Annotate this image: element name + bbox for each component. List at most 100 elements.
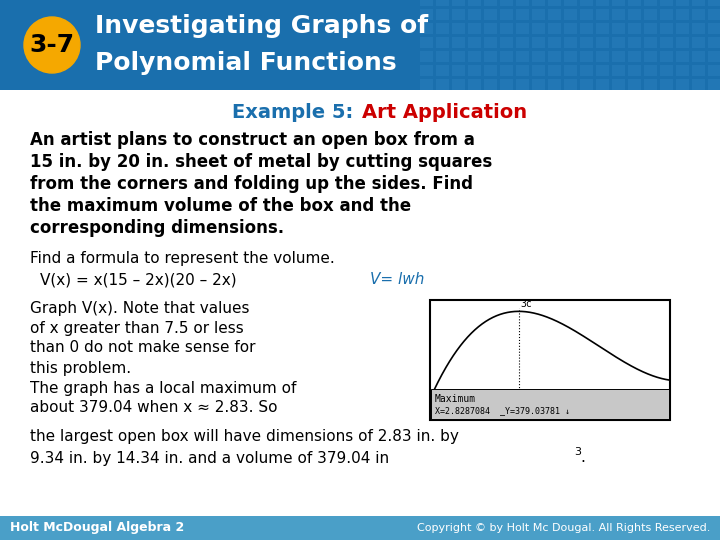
Bar [676,0,689,6]
Text: Holt McDougal Algebra 2: Holt McDougal Algebra 2 [10,522,184,535]
Bar [596,9,609,20]
Bar [628,0,641,6]
Bar [436,65,449,76]
Bar [420,37,433,48]
Bar [596,23,609,34]
Bar [532,79,545,90]
Bar [516,65,529,76]
Bar [692,23,705,34]
Bar [564,65,577,76]
Bar [628,51,641,62]
Bar [500,37,513,48]
Bar [436,51,449,62]
Bar [660,79,673,90]
Bar [452,65,465,76]
Bar [484,9,497,20]
Text: corresponding dimensions.: corresponding dimensions. [30,219,284,237]
Bar [468,65,481,76]
Bar [500,23,513,34]
Bar [484,0,497,6]
Bar [452,37,465,48]
Text: than 0 do not make sense for: than 0 do not make sense for [30,341,256,355]
Bar [660,37,673,48]
Text: V= lwh: V= lwh [370,273,424,287]
Bar [676,51,689,62]
Text: the largest open box will have dimensions of 2.83 in. by: the largest open box will have dimension… [30,429,459,443]
Bar [660,51,673,62]
Bar [436,23,449,34]
Bar [420,65,433,76]
Bar [676,65,689,76]
Bar [516,37,529,48]
Bar [708,79,720,90]
Bar [468,0,481,6]
Bar [516,9,529,20]
Bar [676,23,689,34]
Bar [468,79,481,90]
Bar [692,65,705,76]
Bar [420,0,433,6]
Bar [612,51,625,62]
Bar [500,65,513,76]
Bar [500,0,513,6]
Bar [564,79,577,90]
Bar [708,51,720,62]
Text: Graph V(x). Note that values: Graph V(x). Note that values [30,300,250,315]
Bar [596,0,609,6]
Bar [548,23,561,34]
Bar [420,51,433,62]
Bar [644,65,657,76]
Bar [628,9,641,20]
Bar [676,37,689,48]
Bar [484,79,497,90]
Text: Investigating Graphs of: Investigating Graphs of [95,14,428,38]
Text: this problem.: this problem. [30,361,131,375]
Bar [532,65,545,76]
Bar [676,79,689,90]
Bar [596,37,609,48]
Bar [532,23,545,34]
Bar [532,37,545,48]
Bar [500,51,513,62]
Text: the maximum volume of the box and the: the maximum volume of the box and the [30,197,411,215]
Bar [436,37,449,48]
Bar [0,0,720,90]
Text: Example 5:: Example 5: [232,103,360,122]
Bar [660,23,673,34]
Bar [612,79,625,90]
Bar [500,79,513,90]
Bar [692,0,705,6]
Bar [596,65,609,76]
Text: 3-7: 3-7 [30,33,75,57]
Bar [580,51,593,62]
Text: An artist plans to construct an open box from a: An artist plans to construct an open box… [30,131,475,149]
Bar [708,37,720,48]
Bar [644,51,657,62]
Bar [628,65,641,76]
Text: 9.34 in. by 14.34 in. and a volume of 379.04 in: 9.34 in. by 14.34 in. and a volume of 37… [30,450,389,465]
Bar [660,0,673,6]
Bar [452,79,465,90]
Bar [580,65,593,76]
Bar [564,37,577,48]
Bar [516,23,529,34]
Bar [516,51,529,62]
Text: Copyright © by Holt Mc Dougal. All Rights Reserved.: Copyright © by Holt Mc Dougal. All Right… [417,523,710,533]
Bar [644,23,657,34]
Bar [420,9,433,20]
Bar [0,516,720,540]
Bar [644,9,657,20]
Circle shape [24,17,80,73]
Bar [484,51,497,62]
Bar [548,51,561,62]
Bar [548,9,561,20]
Bar [644,0,657,6]
Bar [468,37,481,48]
Bar [564,9,577,20]
Bar [692,79,705,90]
Bar [612,9,625,20]
Bar [596,79,609,90]
Bar [644,79,657,90]
Bar [516,79,529,90]
Bar [484,65,497,76]
